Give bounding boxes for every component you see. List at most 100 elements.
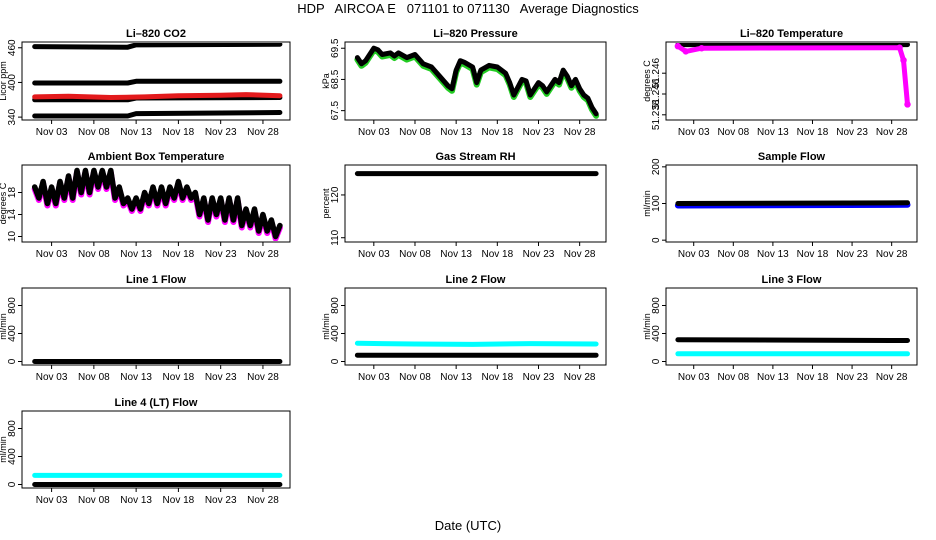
y-tick-label: 100 [651,195,662,212]
panel-title: Gas Stream RH [435,151,515,163]
y-tick-label: 400 [7,448,18,465]
y-tick-label: 800 [7,420,18,437]
y-tick-label: 67.5 [330,100,341,120]
x-tick-label: Nov 23 [205,495,237,506]
x-tick-label: Nov 28 [247,372,279,383]
panel-title: Line 4 (LT) Flow [115,397,198,409]
panel-title: Ambient Box Temperature [88,151,225,163]
y-tick-label: 400 [651,325,662,342]
data-layer [354,340,599,358]
x-tick-label: Nov 03 [358,249,390,260]
x-tick-label: Nov 18 [797,127,829,138]
data-layer [32,43,283,119]
y-tick-label: 51.246 [651,57,662,88]
y-tick-label: 200 [651,158,662,175]
y-axis-label: degrees C [0,182,8,224]
panel-title: Li–820 CO2 [126,28,186,40]
series-temp_low [675,43,910,107]
x-tick-label: Nov 18 [797,372,829,383]
panel-line4: Line 4 (LT) Flow Nov 03 Nov 08 Nov 13 Nov 18… [0,397,291,506]
data-layer [32,472,283,487]
plot-frame [21,410,291,489]
x-tick-label: Nov 28 [876,372,908,383]
x-tick-label: Nov 18 [481,372,513,383]
series-level5 [32,110,283,119]
x-tick-label: Nov 08 [399,127,431,138]
y-tick-label: 110 [330,229,341,245]
y-tick-label: 800 [7,297,18,314]
y-tick-label: 51.246 [651,78,662,109]
x-tick-label: Nov 08 [78,127,110,138]
y-tick-label: 0 [7,481,18,487]
series-level2 [32,78,283,86]
y-tick-label: 51.238 [651,99,662,130]
x-tick-label: Nov 23 [205,372,237,383]
series-point [674,43,682,50]
series-pressure [354,45,599,117]
y-axis-label: percent [321,188,331,219]
x-tick-label: Nov 18 [163,127,195,138]
y-axis-label: ml/min [642,313,652,340]
panel-title: Li–820 Temperature [740,28,843,40]
panel-title: Line 3 Flow [762,274,822,286]
y-tick-label: 14 [7,209,18,221]
plot-frame [344,287,607,366]
x-tick-label: Nov 08 [78,249,110,260]
x-tick-label: Nov 23 [523,372,555,383]
y-tick-label: 10 [7,231,18,243]
x-tick-label: Nov 18 [163,249,195,260]
x-tick-label: Nov 23 [523,127,555,138]
panel-sample_flow: Sample Flow Nov 03 Nov 08 Nov 13 Nov 18 Nov 2… [642,151,918,260]
series-point [682,48,690,55]
x-tick-label: Nov 08 [399,372,431,383]
x-tick-label: Nov 28 [564,249,596,260]
data-layer [675,337,910,357]
y-tick-label: 0 [651,237,662,243]
y-tick-label: 0 [651,358,662,364]
data-layer [31,167,283,241]
panel-title: Line 2 Flow [446,274,506,286]
data-layer [674,200,911,209]
plot-frame [665,287,918,366]
series-flow [675,200,910,206]
x-tick-label: Nov 13 [440,127,472,138]
figure-title: HDP AIRCOA E 071101 to 071130 Average Di… [297,1,639,16]
x-tick-label: Nov 08 [78,495,110,506]
panel-co2: Li–820 CO2 Nov 03 Nov 08 Nov 13 Nov 18 Nov 23… [0,28,291,138]
x-tick-label: Nov 08 [717,372,749,383]
x-tick-label: Nov 28 [247,249,279,260]
panel-line2: Line 2 Flow Nov 03 Nov 08 Nov 13 Nov 18 Nov 2… [321,274,607,383]
data-layer [674,43,911,108]
y-axis-label: Licor ppm [0,61,8,101]
y-tick-label: 400 [7,325,18,342]
x-tick-label: Nov 08 [399,249,431,260]
plot-frame [21,287,291,366]
x-tick-label: Nov 18 [797,249,829,260]
x-tick-label: Nov 23 [836,127,868,138]
y-tick-label: 340 [7,108,18,125]
y-tick-label: 460 [7,39,18,56]
series-box [31,167,283,240]
x-tick-label: Nov 23 [523,249,555,260]
panel-title: Li–820 Pressure [433,28,517,40]
y-axis-label: ml/min [0,313,8,340]
x-tick-label: Nov 08 [717,127,749,138]
y-tick-label: 69.5 [330,38,341,58]
x-tick-label: Nov 03 [36,127,68,138]
x-tick-label: Nov 08 [78,372,110,383]
x-tick-label: Nov 28 [564,372,596,383]
y-axis-label: degrees C [642,60,652,102]
x-tick-label: Nov 18 [481,249,513,260]
plot-frame [21,164,291,243]
series-black [675,337,910,343]
figure-xlabel: Date (UTC) [434,518,502,533]
series-point [904,101,911,108]
y-tick-label: 68.5 [330,69,341,89]
series-level1 [32,43,283,50]
x-tick-label: Nov 28 [876,127,908,138]
x-tick-label: Nov 18 [163,372,195,383]
y-tick-label: 800 [651,297,662,314]
y-tick-label: 800 [330,297,341,314]
y-axis-label: ml/min [321,313,331,340]
